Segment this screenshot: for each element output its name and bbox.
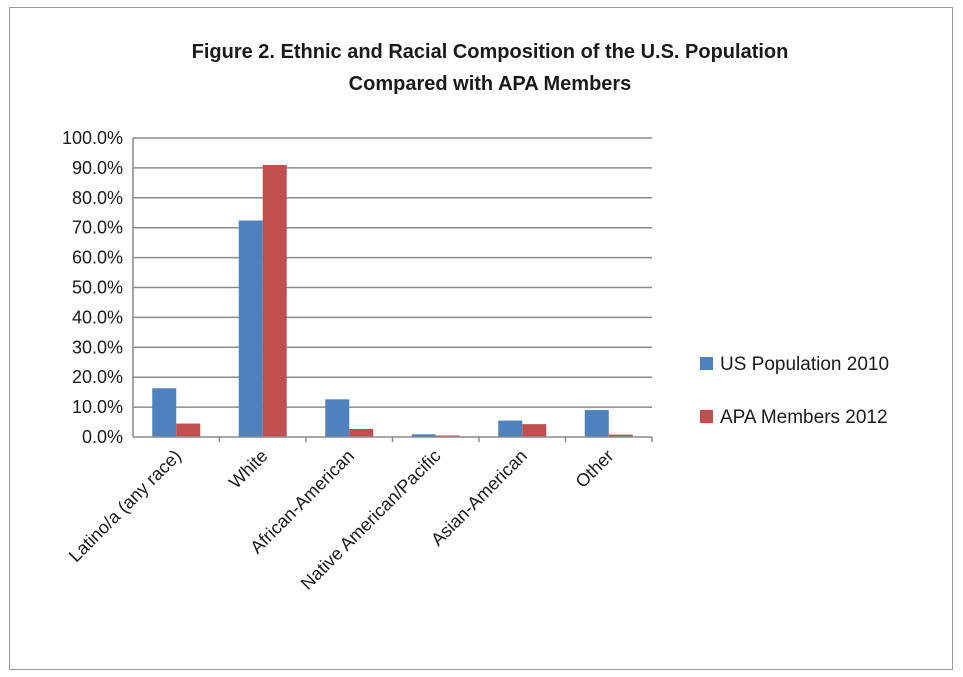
- chart-title-line-2: Compared with APA Members: [349, 73, 632, 95]
- x-category-label: Other: [572, 446, 618, 492]
- bars: [152, 164, 633, 437]
- chart-title: Figure 2. Ethnic and Racial Composition …: [192, 41, 789, 95]
- bar-apa-members: [608, 434, 633, 437]
- bar-us-population: [238, 220, 263, 437]
- y-tick-label: 90.0%: [72, 158, 123, 178]
- y-tick-label: 70.0%: [72, 218, 123, 238]
- gridlines: [133, 137, 652, 408]
- y-tick-label: 40.0%: [72, 307, 123, 327]
- bar-apa-members: [522, 424, 547, 437]
- y-tick-label: 80.0%: [72, 188, 123, 208]
- legend-label: APA Members 2012: [720, 407, 888, 428]
- y-tick-label: 10.0%: [72, 397, 123, 417]
- chart-title-line-1: Figure 2. Ethnic and Racial Composition …: [192, 41, 789, 63]
- bar-apa-members: [176, 423, 201, 437]
- y-tick-label: 30.0%: [72, 337, 123, 357]
- bar-us-population: [584, 410, 609, 437]
- chart-frame: [9, 7, 953, 670]
- y-tick-label: 0.0%: [82, 427, 123, 447]
- legend-label: US Population 2010: [720, 354, 889, 375]
- x-category-label: Native American/Pacific: [297, 446, 445, 594]
- axes: [132, 138, 653, 442]
- y-axis-tick-labels: 0.0% 10.0% 20.0% 30.0% 40.0% 50.0% 60.0% 70.0% 8…: [62, 128, 123, 447]
- bar-us-population: [498, 420, 523, 437]
- x-category-label: Latino/a (any race): [65, 446, 185, 566]
- legend-swatch: [700, 357, 713, 370]
- bar-apa-members: [349, 428, 374, 437]
- x-category-label: White: [225, 446, 272, 493]
- y-tick-label: 60.0%: [72, 248, 123, 268]
- bar-us-population: [411, 434, 436, 437]
- y-tick-label: 20.0%: [72, 367, 123, 387]
- y-tick-label: 50.0%: [72, 278, 123, 298]
- y-tick-label: 100.0%: [62, 128, 123, 148]
- legend-swatch: [700, 410, 713, 423]
- bar-us-population: [325, 399, 350, 437]
- x-axis-category-labels: Latino/a (any race) WhiteAfrican-American…: [65, 446, 618, 594]
- bar-us-population: [152, 388, 177, 437]
- legend: US Population 2010 APA Members 2012: [700, 354, 889, 428]
- bar-apa-members: [262, 164, 287, 437]
